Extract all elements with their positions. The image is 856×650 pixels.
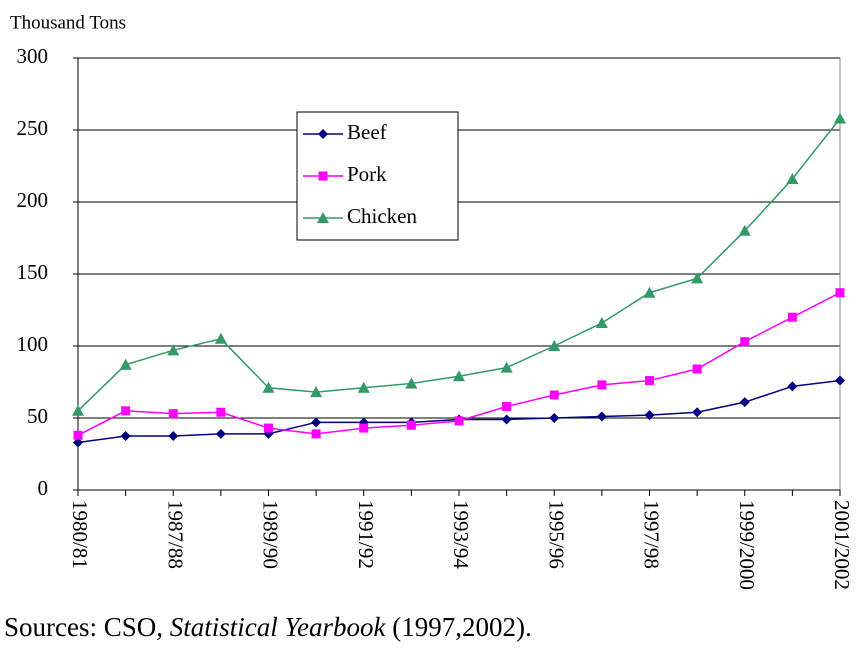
y-tick-label: 0 xyxy=(38,476,49,500)
series-line xyxy=(77,118,841,412)
marker xyxy=(454,416,464,426)
marker xyxy=(692,364,702,374)
marker xyxy=(357,381,370,393)
marker xyxy=(453,370,465,382)
marker xyxy=(121,406,131,416)
marker xyxy=(214,332,227,344)
marker xyxy=(597,380,607,390)
y-tick-label: 150 xyxy=(17,260,49,284)
marker xyxy=(311,429,321,439)
marker xyxy=(73,437,83,448)
marker xyxy=(691,272,704,284)
marker xyxy=(738,224,751,236)
source-title: Statistical Yearbook xyxy=(170,612,387,642)
legend-label: Beef xyxy=(347,120,387,144)
marker xyxy=(787,312,797,322)
y-tick-label: 200 xyxy=(17,188,49,212)
marker xyxy=(73,430,83,440)
marker xyxy=(405,377,418,389)
x-tick-label: 2001/2002 xyxy=(830,500,854,590)
marker xyxy=(310,386,323,398)
marker xyxy=(262,381,275,393)
x-tick-label: 1999/2000 xyxy=(735,500,759,590)
marker xyxy=(739,397,750,408)
marker xyxy=(318,171,328,181)
marker xyxy=(167,344,180,356)
legend-label: Pork xyxy=(347,162,387,186)
marker xyxy=(359,423,369,433)
x-tick-label: 1980/81 xyxy=(68,500,92,569)
marker xyxy=(168,409,178,419)
marker xyxy=(834,112,846,124)
series-line xyxy=(77,292,841,436)
x-tick-label: 1993/94 xyxy=(449,500,473,569)
x-tick-label: 1989/90 xyxy=(259,500,283,569)
marker xyxy=(787,381,798,392)
marker xyxy=(786,172,799,184)
marker xyxy=(406,420,416,430)
legend-label: Chicken xyxy=(347,204,417,228)
x-tick-label: 1991/92 xyxy=(354,500,378,569)
marker xyxy=(644,410,655,421)
marker xyxy=(595,316,608,328)
x-tick-label: 1997/98 xyxy=(640,500,664,569)
marker xyxy=(264,423,273,433)
x-tick-label: 1987/88 xyxy=(163,500,187,569)
marker xyxy=(216,407,226,417)
y-tick-label: 250 xyxy=(17,116,49,140)
marker xyxy=(692,407,703,418)
y-tick-label: 300 xyxy=(17,44,49,68)
marker xyxy=(318,129,328,139)
marker xyxy=(645,376,654,386)
marker xyxy=(500,361,513,373)
marker xyxy=(835,288,845,298)
marker xyxy=(317,212,329,223)
marker xyxy=(72,404,84,416)
marker xyxy=(740,337,750,347)
source-note: Sources: CSO, Statistical Yearbook (1997… xyxy=(4,612,532,642)
marker xyxy=(311,417,322,428)
marker xyxy=(548,340,561,351)
marker xyxy=(835,375,845,386)
x-tick-label: 1995/96 xyxy=(544,500,568,569)
marker xyxy=(119,358,132,370)
marker xyxy=(643,286,656,298)
marker xyxy=(215,428,226,439)
marker xyxy=(502,401,512,411)
marker xyxy=(168,431,179,441)
series-line xyxy=(77,379,841,444)
y-axis-label: Thousand Tons xyxy=(10,12,126,33)
marker xyxy=(120,431,131,441)
marker xyxy=(501,414,512,425)
y-tick-label: 50 xyxy=(27,404,48,428)
marker xyxy=(549,413,560,423)
marker xyxy=(596,411,607,422)
source-suffix: (1997,2002). xyxy=(386,612,532,642)
y-tick-label: 100 xyxy=(17,332,49,356)
source-prefix: Sources: CSO, xyxy=(4,612,170,642)
marker xyxy=(549,390,559,400)
